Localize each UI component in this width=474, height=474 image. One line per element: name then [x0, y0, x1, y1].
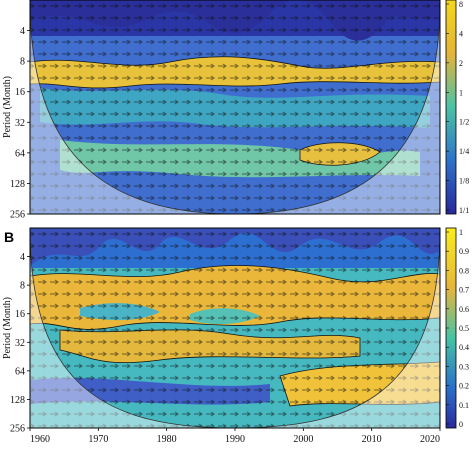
panel-b-label: B	[4, 229, 14, 245]
panel-b-colorbar-ticks: 1 0.9 0.8 0.7 0.6 0.5 0.4 0.3 0.2 0.1 0	[446, 228, 469, 429]
colorbar-tick-label: 1	[459, 88, 463, 97]
panel-b-xticks: 1960 1970 1980 1990 2000 2010 2020	[29, 428, 441, 445]
panel-b-ylabel: Period (Month)	[2, 297, 13, 359]
panel-a-yticks: 4 8 16 32 64 128 256	[10, 26, 30, 221]
panel-a-cone-of-influence	[30, 0, 440, 214]
panel-a-colorbar	[445, 0, 457, 215]
colorbar-tick-label: 0.4	[459, 343, 469, 352]
xtick-label: 1970	[88, 434, 108, 445]
panel-b-yticks: 4 8 16 32 64 128 256	[10, 252, 30, 435]
panel-a-coi-line	[30, 0, 440, 214]
panel-b-coi-line	[30, 228, 440, 428]
colorbar-tick-label: 0.7	[459, 286, 469, 295]
xtick-label: 2020	[420, 434, 440, 445]
ytick-label: 256	[10, 424, 25, 435]
panel-b-phase-arrows	[30, 228, 440, 428]
colorbar-tick-label: 1	[459, 228, 463, 237]
ytick-label: 4	[20, 26, 25, 37]
panel-a-ylabel: Period (Month)	[2, 76, 13, 138]
ytick-label: 16	[15, 87, 25, 98]
colorbar-tick-label: 1/1	[459, 206, 469, 215]
ytick-label: 32	[15, 118, 25, 129]
ytick-label: 64	[15, 366, 25, 377]
ytick-label: 32	[15, 338, 25, 349]
colorbar-tick-label: 0.6	[459, 305, 469, 314]
panel-a-colorbar-ticks: 8 4 2 1 1/2 1/4 1/8 1/1	[446, 0, 469, 215]
panel-a: Period (Month) 4 8 16 32 64 128 256 8 4 2 1 1/2 1/4…	[2, 0, 469, 221]
panel-b: B Period (Month) 4 8 16 32 64 128 256 1960 1970…	[2, 227, 469, 445]
panel-a-frame	[29, 0, 441, 215]
colorbar-tick-label: 8	[459, 0, 463, 9]
colorbar-tick-label: 1/4	[459, 147, 469, 156]
colorbar-tick-label: 0.5	[459, 324, 469, 333]
colorbar-tick-label: 2	[459, 59, 463, 68]
colorbar-tick-label: 0.3	[459, 362, 469, 371]
xtick-label: 1980	[157, 434, 177, 445]
xtick-label: 1990	[225, 434, 245, 445]
colorbar-tick-label: 0.2	[459, 382, 469, 391]
ytick-label: 64	[15, 148, 25, 159]
ytick-label: 8	[20, 57, 25, 68]
colorbar-tick-label: 0.9	[459, 247, 469, 256]
ytick-label: 8	[20, 281, 25, 292]
colorbar-tick-label: 0.8	[459, 266, 469, 275]
colorbar-tick-label: 1/2	[459, 118, 469, 127]
panel-a-phase-arrows	[30, 0, 440, 214]
colorbar-tick-label: 1/8	[459, 177, 469, 186]
ytick-label: 128	[10, 395, 25, 406]
colorbar-tick-label: 0	[459, 420, 463, 429]
xtick-label: 2010	[362, 434, 382, 445]
ytick-label: 16	[15, 309, 25, 320]
colorbar-tick-label: 0.1	[459, 401, 469, 410]
ytick-label: 128	[10, 179, 25, 190]
xtick-label: 2000	[293, 434, 313, 445]
ytick-label: 4	[20, 252, 25, 263]
colorbar-tick-label: 4	[459, 29, 463, 38]
xtick-label: 1960	[30, 434, 50, 445]
panel-b-cone-of-influence	[30, 228, 440, 428]
ytick-label: 256	[10, 210, 25, 221]
